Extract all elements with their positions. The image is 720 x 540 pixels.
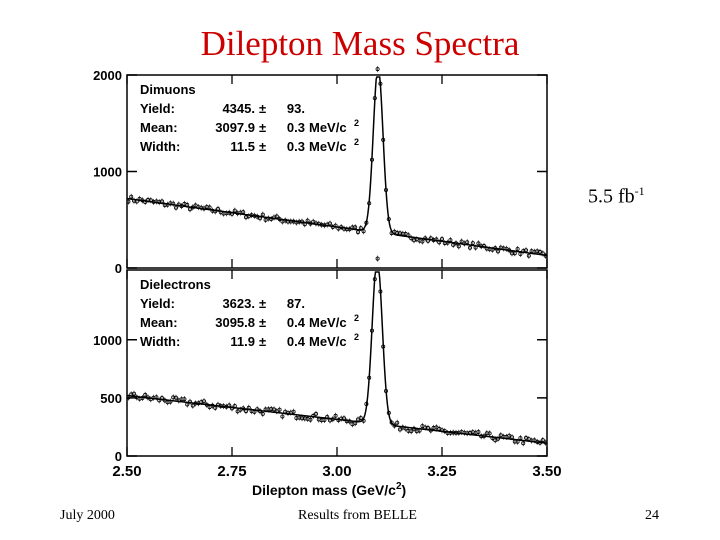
stat-label: Width: [140, 139, 180, 154]
x-tick-label: 2.50 [112, 463, 141, 480]
y-tick-label: 500 [100, 391, 122, 406]
slide-title: Dilepton Mass Spectra [200, 24, 520, 63]
stat-error: 93. [287, 101, 305, 116]
y-tick-label: 1000 [93, 333, 122, 348]
luminosity-exponent: -1 [634, 184, 645, 198]
stat-unit: MeV/c [309, 315, 347, 330]
stat-value: 3095.8 [215, 315, 255, 330]
stat-unit-exponent: 2 [354, 313, 359, 323]
stat-error: 0.3 [287, 120, 305, 135]
panel-name: Dielectrons [140, 277, 211, 292]
stat-label: Yield: [140, 296, 175, 311]
panel-name: Dimuons [140, 82, 196, 97]
stat-error: 0.3 [287, 139, 305, 154]
stat-unit-exponent: 2 [354, 137, 359, 147]
stat-error: 87. [287, 296, 305, 311]
stat-pm: ± [259, 101, 266, 116]
luminosity-label: 5.5 fb-1 [588, 184, 645, 209]
y-tick-label: 1000 [93, 165, 122, 180]
stat-pm: ± [259, 120, 266, 135]
stat-value: 3623. [222, 296, 255, 311]
stat-pm: ± [259, 334, 266, 349]
stat-value: 4345. [222, 101, 255, 116]
luminosity-value: 5.5 fb [588, 185, 635, 208]
stat-error: 0.4 [287, 334, 306, 349]
x-tick-label: 2.75 [217, 463, 246, 480]
stat-pm: ± [259, 139, 266, 154]
stat-label: Width: [140, 334, 180, 349]
stat-label: Mean: [140, 315, 178, 330]
stat-label: Mean: [140, 120, 178, 135]
footer-center: Results from BELLE [298, 508, 417, 523]
stat-pm: ± [259, 315, 266, 330]
stat-value: 3097.9 [215, 120, 255, 135]
footer-page-number: 24 [645, 508, 659, 523]
x-tick-label: 3.25 [427, 463, 456, 480]
y-tick-label: 2000 [93, 68, 122, 83]
stat-unit-exponent: 2 [354, 118, 359, 128]
stat-unit: MeV/c [309, 334, 347, 349]
stat-value: 11.5 [230, 139, 255, 154]
plot-background [85, 72, 563, 498]
stat-error: 0.4 [287, 315, 306, 330]
x-axis-label: Dilepton mass (GeV/c2) [252, 481, 406, 498]
footer-date: July 2000 [60, 508, 115, 523]
fit-curve [127, 271, 548, 444]
x-tick-label: 3.00 [322, 463, 351, 480]
stat-unit-exponent: 2 [354, 332, 359, 342]
stat-value: 11.9 [230, 334, 255, 349]
stat-pm: ± [259, 296, 266, 311]
y-tick-label: 0 [115, 449, 122, 464]
stat-label: Yield: [140, 101, 175, 116]
x-tick-label: 3.50 [532, 463, 561, 480]
fit-curve [126, 76, 548, 257]
stat-unit: MeV/c [309, 120, 347, 135]
y-tick-label: 0 [115, 261, 122, 276]
stat-unit: MeV/c [309, 139, 347, 154]
